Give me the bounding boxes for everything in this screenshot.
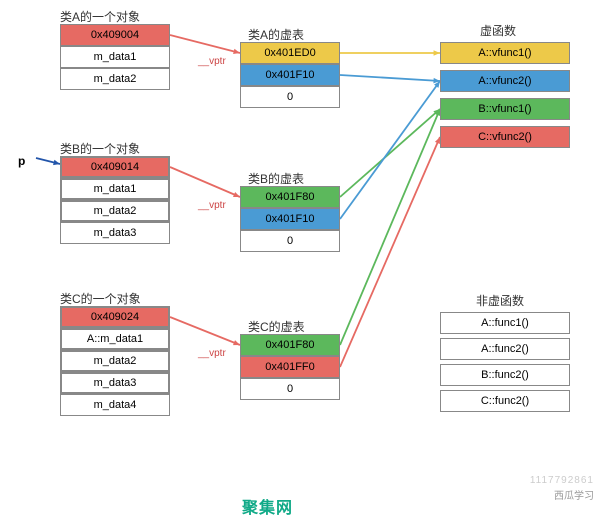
objB-title: 类B的一个对象 [60, 140, 140, 157]
vf-title: 虚函数 [480, 22, 516, 39]
objC-title: 类C的一个对象 [60, 290, 141, 307]
objA-row0: 0x409004 [60, 24, 170, 46]
vptr-label: __vptr [198, 56, 226, 67]
nv-title: 非虚函数 [476, 292, 524, 309]
vtB-row0: 0x401F80 [240, 186, 340, 208]
vtC-row2: 0 [240, 378, 340, 400]
objB-row3: m_data3 [60, 222, 170, 244]
nvfunc-2: B::func2() [440, 364, 570, 386]
p-label: p [18, 154, 25, 168]
vfunc-0: A::vfunc1() [440, 42, 570, 64]
objB-row0: 0x409014 [60, 156, 170, 178]
vtC-row1: 0x401FF0 [240, 356, 340, 378]
watermark2: 西瓜学习 [554, 487, 594, 502]
vtC-title: 类C的虚表 [248, 318, 305, 335]
nvfunc-0: A::func1() [440, 312, 570, 334]
vfunc-3: C::vfunc2() [440, 126, 570, 148]
objC-row3: m_data3 [60, 372, 170, 394]
objC-row0: 0x409024 [60, 306, 170, 328]
objA-row1: m_data1 [60, 46, 170, 68]
objB-row2: m_data2 [60, 200, 170, 222]
objC-row2: m_data2 [60, 350, 170, 372]
vptr-label: __vptr [198, 200, 226, 211]
vtB-row2: 0 [240, 230, 340, 252]
watermark: 1117792861 [530, 475, 594, 486]
vtC-row0: 0x401F80 [240, 334, 340, 356]
vtA-title: 类A的虚表 [248, 26, 304, 43]
logo: 聚集网 [242, 494, 293, 518]
vtA-row1: 0x401F10 [240, 64, 340, 86]
objC-row1: A::m_data1 [60, 328, 170, 350]
vptr-label: __vptr [198, 348, 226, 359]
nvfunc-1: A::func2() [440, 338, 570, 360]
vtB-title: 类B的虚表 [248, 170, 304, 187]
objA-title: 类A的一个对象 [60, 8, 140, 25]
vtB-row1: 0x401F10 [240, 208, 340, 230]
vfunc-1: A::vfunc2() [440, 70, 570, 92]
vfunc-2: B::vfunc1() [440, 98, 570, 120]
nvfunc-3: C::func2() [440, 390, 570, 412]
objB-row1: m_data1 [60, 178, 170, 200]
objC-row4: m_data4 [60, 394, 170, 416]
vtA-row2: 0 [240, 86, 340, 108]
objA-row2: m_data2 [60, 68, 170, 90]
vtA-row0: 0x401ED0 [240, 42, 340, 64]
